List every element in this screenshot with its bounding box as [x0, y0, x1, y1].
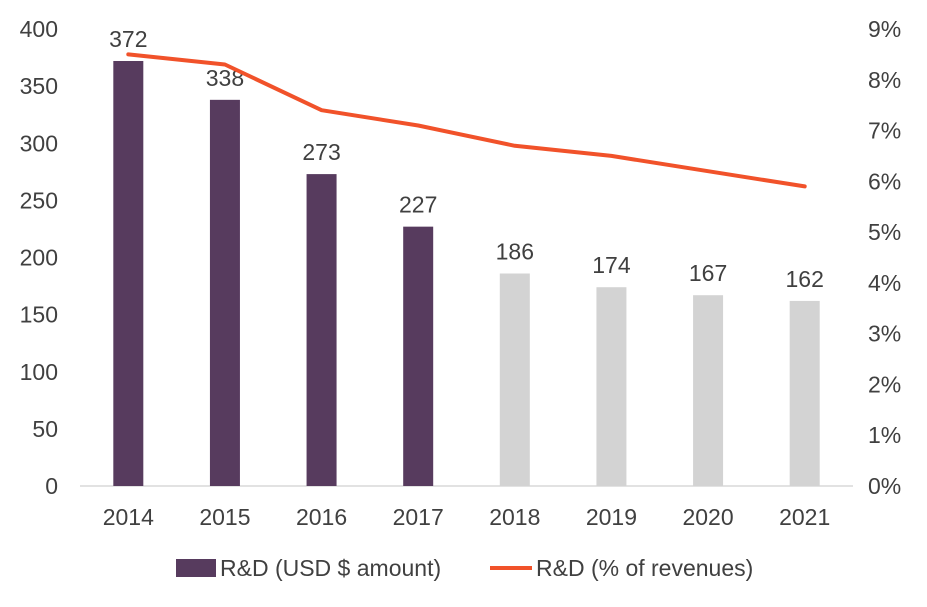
x-axis-tick-label: 2016 — [296, 504, 347, 530]
right-axis-tick-label: 5% — [868, 219, 901, 245]
bar-2018 — [499, 273, 530, 486]
left-axis-ticks: 0 50 100 150 200 250 300 350 400 — [20, 16, 58, 499]
bars — [113, 60, 820, 487]
x-axis-tick-label: 2017 — [393, 504, 444, 530]
right-axis-ticks: 0% 1% 2% 3% 4% 5% 6% 7% 8% 9% — [868, 16, 901, 499]
bar-2015 — [209, 99, 240, 487]
bar-data-label-2019: 174 — [592, 252, 631, 278]
bar-data-label-2016: 273 — [302, 139, 340, 165]
left-axis-tick-label: 400 — [20, 16, 58, 42]
right-axis-tick-label: 1% — [868, 422, 901, 448]
x-axis-tick-label: 2021 — [779, 504, 830, 530]
right-axis-tick-label: 3% — [868, 321, 901, 347]
right-axis-tick-label: 8% — [868, 67, 901, 93]
series-line-rd-percent — [126, 52, 807, 189]
bar-2014 — [113, 60, 144, 487]
bar-2019 — [596, 287, 627, 486]
legend-swatch-bar — [176, 559, 216, 577]
right-axis-tick-label: 0% — [868, 473, 901, 499]
left-axis-tick-label: 100 — [20, 359, 58, 385]
x-axis-tick-label: 2020 — [682, 504, 733, 530]
right-axis-tick-label: 2% — [868, 371, 901, 397]
bar-data-label-2018: 186 — [496, 238, 534, 264]
legend-label-bar: R&D (USD $ amount) — [220, 555, 441, 581]
legend: R&D (USD $ amount) R&D (% of revenues) — [176, 555, 753, 581]
left-axis-tick-label: 50 — [32, 416, 58, 442]
left-axis-tick-label: 350 — [20, 73, 58, 99]
left-axis-tick-label: 300 — [20, 130, 58, 156]
bar-2016 — [306, 174, 337, 486]
left-axis-tick-label: 250 — [20, 187, 58, 213]
bar-2017 — [403, 226, 434, 486]
right-axis-tick-label: 6% — [868, 168, 901, 194]
bar-data-label-2020: 167 — [689, 260, 727, 286]
left-axis-tick-label: 150 — [20, 302, 58, 328]
bar-data-label-2017: 227 — [399, 192, 437, 218]
bar-2021 — [789, 300, 820, 486]
bar-2020 — [693, 295, 724, 486]
x-axis-ticks: 2014 2015 2016 2017 2018 2019 2020 2021 — [103, 504, 831, 530]
legend-label-line: R&D (% of revenues) — [536, 555, 753, 581]
left-axis-tick-label: 0 — [45, 473, 58, 499]
x-axis-tick-label: 2015 — [199, 504, 250, 530]
right-axis-tick-label: 4% — [868, 270, 901, 296]
x-axis-tick-label: 2019 — [586, 504, 637, 530]
right-axis-tick-label: 9% — [868, 16, 901, 42]
x-axis-tick-label: 2014 — [103, 504, 154, 530]
x-axis-tick-label: 2018 — [489, 504, 540, 530]
bar-data-label-2021: 162 — [786, 266, 824, 292]
bar-data-label-2014: 372 — [109, 26, 147, 52]
left-axis-tick-label: 200 — [20, 245, 58, 271]
right-axis-tick-label: 7% — [868, 118, 901, 144]
